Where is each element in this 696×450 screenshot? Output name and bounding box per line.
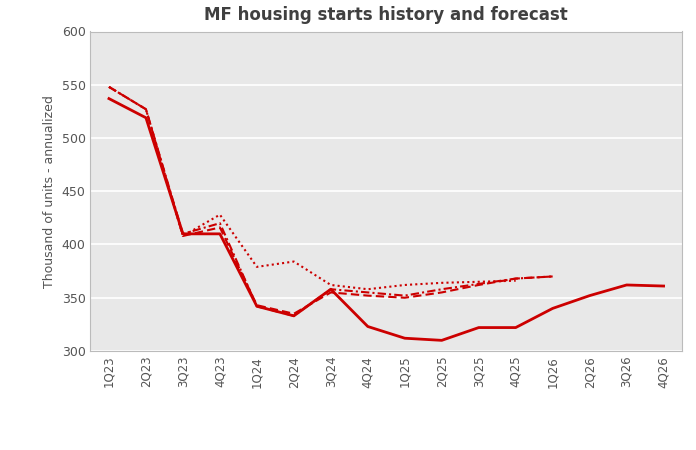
Oct 24 bbox=[290, 313, 298, 319]
Oct 24 bbox=[548, 274, 557, 279]
Apr 24 bbox=[290, 259, 298, 264]
Y-axis label: Thousand of units - annualized: Thousand of units - annualized bbox=[43, 95, 56, 288]
Jul 24 bbox=[253, 302, 261, 308]
Jan 24 bbox=[216, 231, 224, 237]
Line: Oct 24: Oct 24 bbox=[109, 87, 553, 316]
Oct 24 bbox=[179, 231, 187, 237]
Jul 24 bbox=[363, 293, 372, 298]
Oct 24 bbox=[363, 290, 372, 295]
Jul 24 bbox=[142, 107, 150, 112]
Line: Apr 24: Apr 24 bbox=[109, 87, 516, 289]
Jan 24 bbox=[105, 96, 113, 101]
Jul 24 bbox=[290, 311, 298, 316]
Jan 24 bbox=[179, 231, 187, 237]
Jul 24 bbox=[512, 276, 520, 281]
Apr 24 bbox=[401, 282, 409, 288]
Apr 24 bbox=[142, 107, 150, 112]
Line: Jul 24: Jul 24 bbox=[109, 87, 553, 314]
Oct 24 bbox=[142, 107, 150, 112]
Oct 24 bbox=[253, 304, 261, 309]
Oct 24 bbox=[475, 281, 483, 287]
Jul 24 bbox=[548, 274, 557, 279]
Jan 24 bbox=[326, 287, 335, 292]
Oct 24 bbox=[326, 287, 335, 292]
Jul 24 bbox=[326, 290, 335, 295]
Apr 24 bbox=[363, 287, 372, 292]
Apr 24 bbox=[105, 84, 113, 90]
Apr 24 bbox=[475, 279, 483, 284]
Jan 24 bbox=[290, 313, 298, 319]
Jan 24 bbox=[475, 325, 483, 330]
Jan 24 bbox=[438, 338, 446, 343]
Jan 24 bbox=[401, 336, 409, 341]
Oct 24 bbox=[401, 293, 409, 298]
Oct 24 bbox=[512, 276, 520, 281]
Jan 24 bbox=[363, 324, 372, 329]
Jan 24 bbox=[142, 115, 150, 121]
Apr 24 bbox=[438, 280, 446, 286]
Jan 24 bbox=[253, 304, 261, 309]
Jul 24 bbox=[401, 295, 409, 301]
Oct 24 bbox=[438, 287, 446, 292]
Apr 24 bbox=[326, 282, 335, 288]
Jul 24 bbox=[105, 84, 113, 90]
Jan 24 bbox=[659, 284, 667, 289]
Jan 24 bbox=[512, 325, 520, 330]
Jul 24 bbox=[438, 290, 446, 295]
Apr 24 bbox=[216, 212, 224, 217]
Jul 24 bbox=[475, 282, 483, 288]
Oct 24 bbox=[216, 220, 224, 226]
Line: Jan 24: Jan 24 bbox=[109, 99, 663, 340]
Jan 24 bbox=[622, 282, 631, 288]
Jan 24 bbox=[585, 293, 594, 298]
Title: MF housing starts history and forecast: MF housing starts history and forecast bbox=[205, 6, 568, 24]
Apr 24 bbox=[179, 233, 187, 238]
Jul 24 bbox=[216, 225, 224, 230]
Apr 24 bbox=[253, 264, 261, 270]
Jan 24 bbox=[548, 306, 557, 311]
Jul 24 bbox=[179, 233, 187, 238]
Oct 24 bbox=[105, 84, 113, 90]
Apr 24 bbox=[512, 278, 520, 284]
